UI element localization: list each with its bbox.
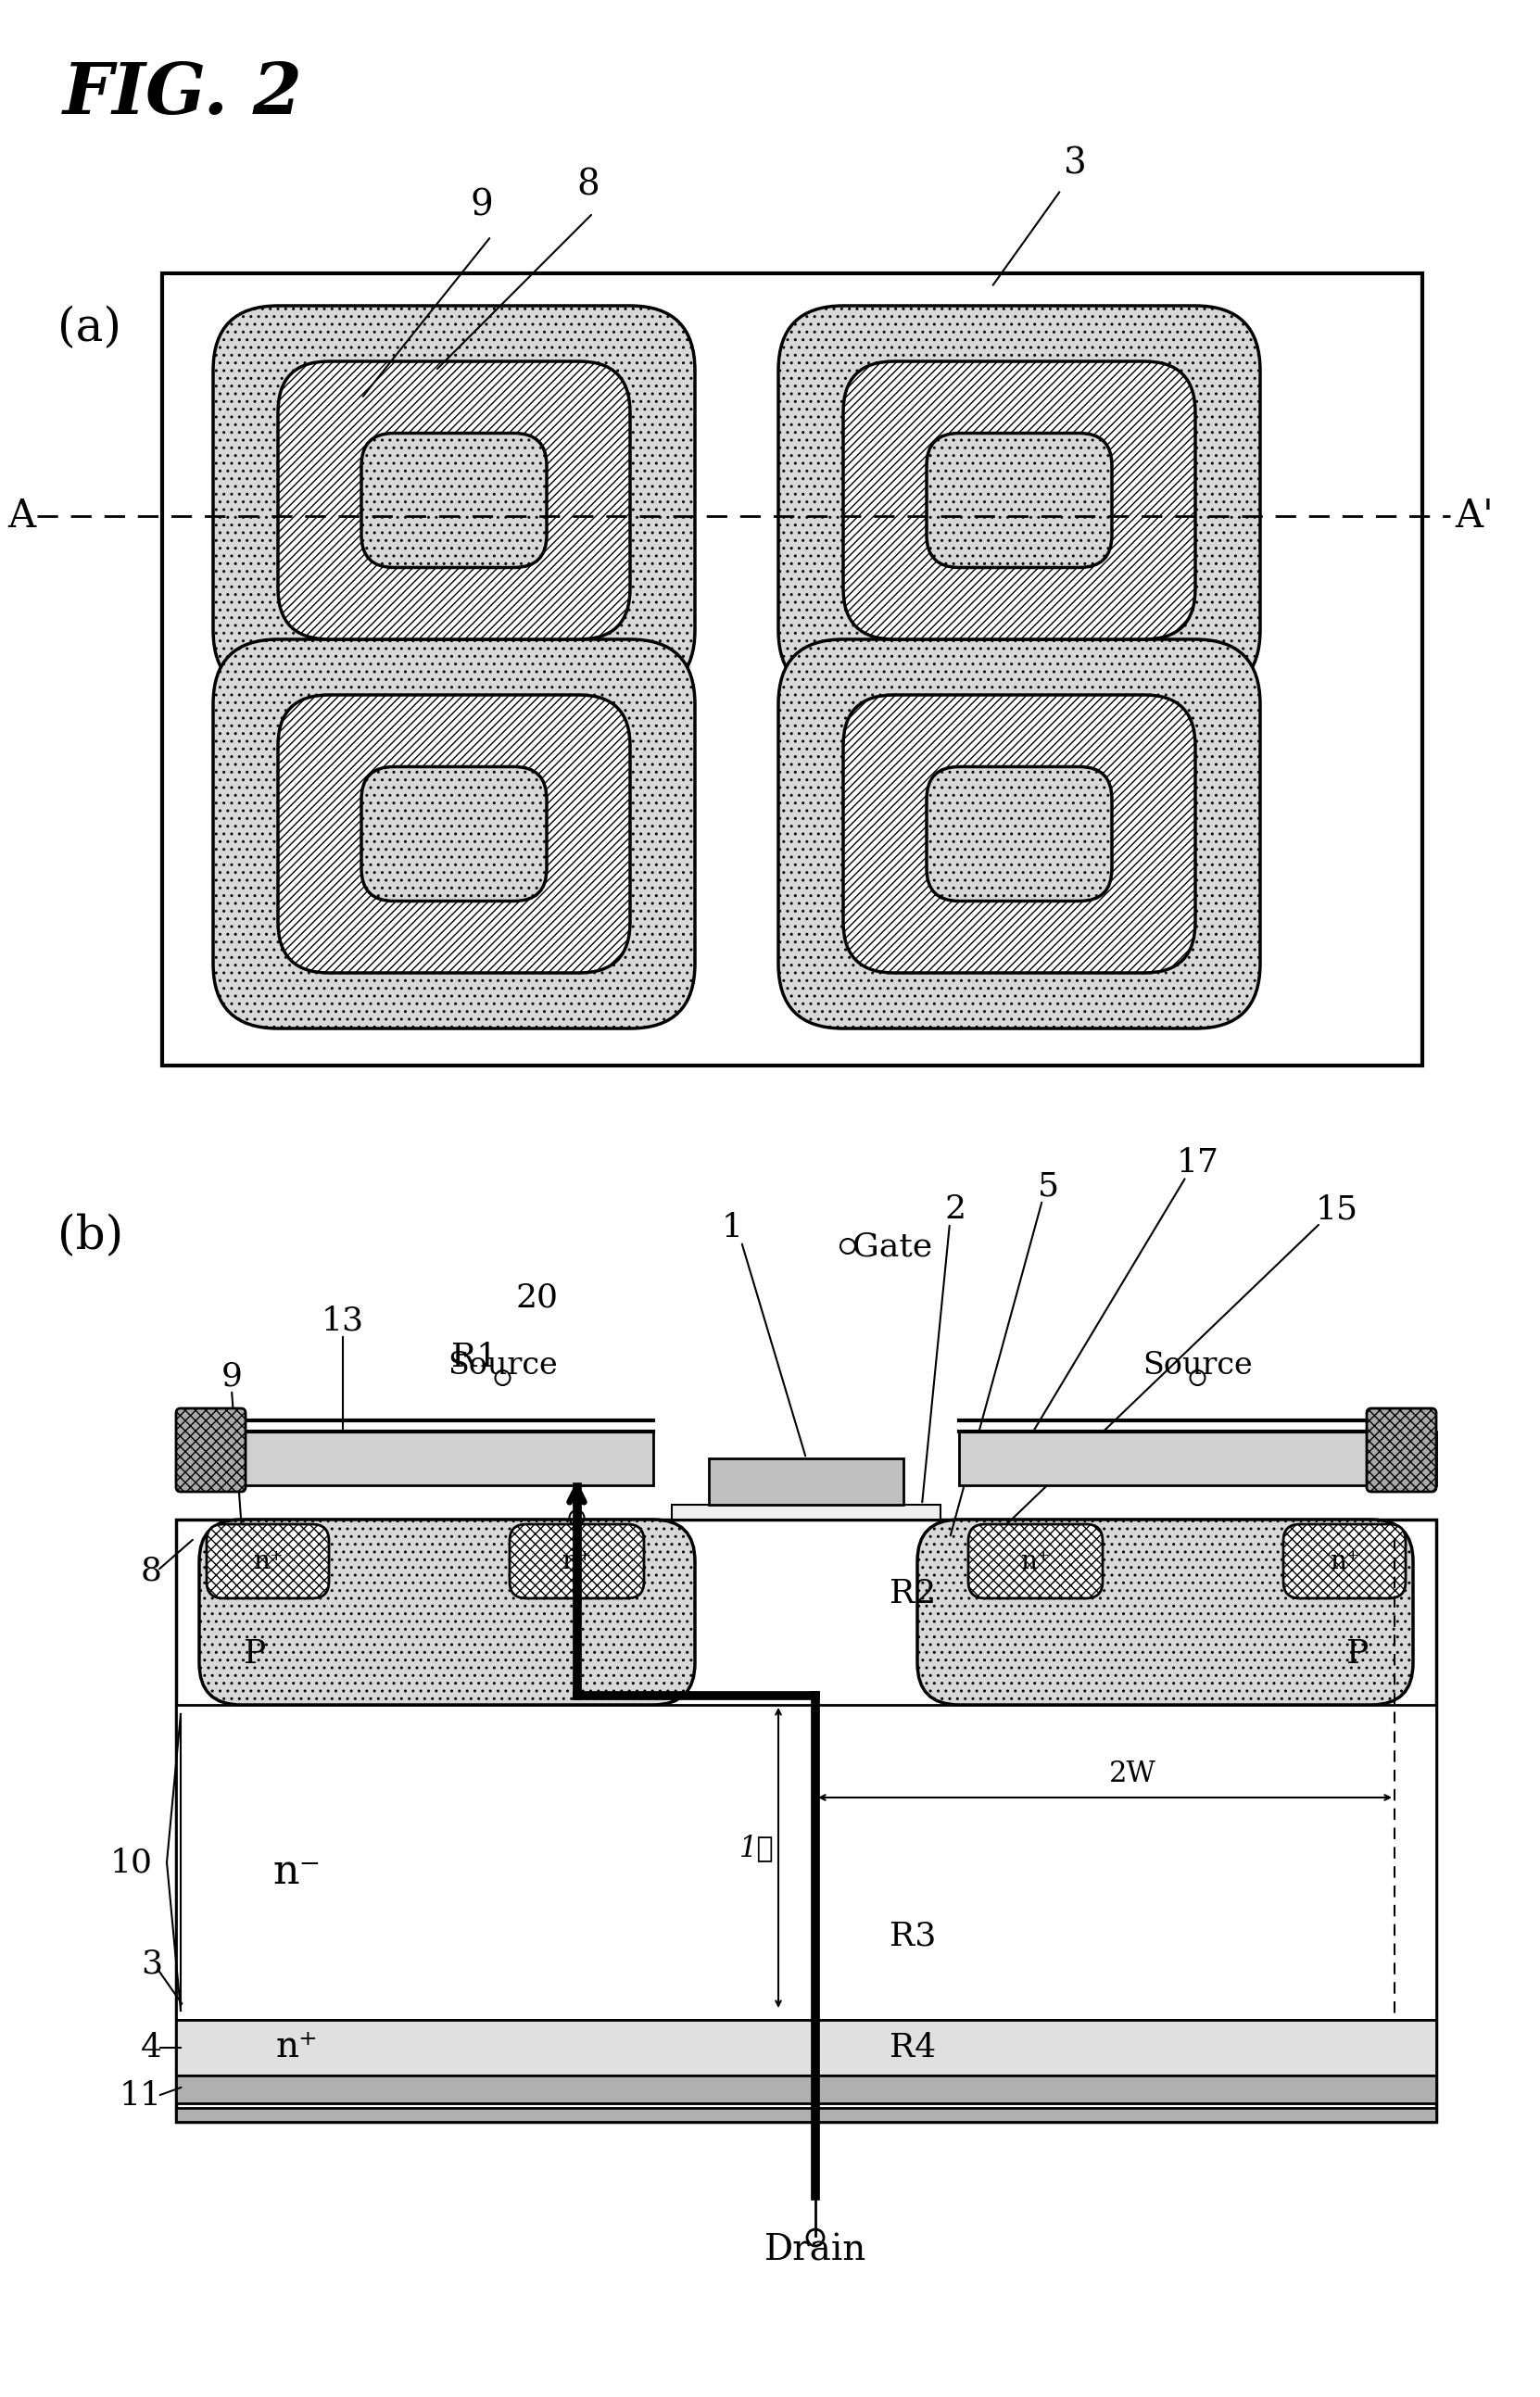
Text: n⁺: n⁺ bbox=[1329, 1548, 1360, 1575]
Text: 20: 20 bbox=[516, 1282, 559, 1314]
FancyBboxPatch shape bbox=[176, 1409, 245, 1491]
Text: 17: 17 bbox=[1177, 1148, 1220, 1179]
Text: A: A bbox=[8, 496, 35, 535]
Bar bbox=[959, 1431, 1437, 1486]
Text: n⁺: n⁺ bbox=[562, 1548, 591, 1575]
FancyBboxPatch shape bbox=[844, 362, 1195, 640]
Text: Drain: Drain bbox=[764, 2234, 867, 2268]
Text: n⁺: n⁺ bbox=[276, 2030, 317, 2064]
Text: n⁺: n⁺ bbox=[253, 1548, 283, 1575]
Text: R4: R4 bbox=[890, 2033, 936, 2064]
Text: R3: R3 bbox=[890, 1920, 936, 1951]
FancyBboxPatch shape bbox=[927, 767, 1112, 901]
FancyBboxPatch shape bbox=[213, 307, 695, 695]
Text: Source: Source bbox=[448, 1352, 557, 1381]
Bar bbox=[176, 2076, 1437, 2102]
Bar bbox=[162, 273, 1423, 1067]
FancyBboxPatch shape bbox=[1366, 1409, 1437, 1491]
Text: 1ℓ: 1ℓ bbox=[739, 1834, 773, 1862]
Bar bbox=[176, 1704, 1437, 2021]
Text: FIG. 2: FIG. 2 bbox=[63, 60, 303, 129]
Text: 2W: 2W bbox=[1109, 1759, 1157, 1788]
Text: R2: R2 bbox=[890, 1577, 936, 1608]
FancyBboxPatch shape bbox=[362, 434, 547, 568]
Text: 8: 8 bbox=[140, 1556, 162, 1587]
FancyBboxPatch shape bbox=[927, 434, 1112, 568]
Bar bbox=[176, 1431, 653, 1486]
FancyBboxPatch shape bbox=[279, 362, 630, 640]
FancyBboxPatch shape bbox=[918, 1520, 1414, 1704]
FancyBboxPatch shape bbox=[844, 695, 1195, 973]
FancyBboxPatch shape bbox=[1283, 1524, 1406, 1599]
Bar bbox=[176, 1520, 1437, 2121]
Text: 3: 3 bbox=[1064, 146, 1086, 180]
Text: P: P bbox=[1346, 1637, 1369, 1671]
Text: A': A' bbox=[1455, 496, 1494, 535]
Text: 5: 5 bbox=[1038, 1170, 1060, 1201]
Bar bbox=[176, 2107, 1437, 2121]
Text: (a): (a) bbox=[57, 307, 122, 352]
Text: 8: 8 bbox=[578, 168, 601, 201]
Text: R1: R1 bbox=[451, 1342, 497, 1373]
Text: 3: 3 bbox=[140, 1949, 162, 1980]
Text: 10: 10 bbox=[111, 1846, 152, 1879]
Bar bbox=[671, 1505, 941, 1520]
Text: (b): (b) bbox=[57, 1213, 123, 1258]
FancyBboxPatch shape bbox=[778, 307, 1260, 695]
Text: 11: 11 bbox=[120, 2081, 162, 2112]
FancyBboxPatch shape bbox=[213, 640, 695, 1028]
Bar bbox=[708, 1457, 904, 1505]
Text: 13: 13 bbox=[322, 1304, 363, 1335]
Text: 4: 4 bbox=[140, 2033, 162, 2064]
Text: 9: 9 bbox=[470, 187, 493, 223]
Text: 2: 2 bbox=[946, 1194, 967, 1225]
Text: n⁺: n⁺ bbox=[1021, 1548, 1050, 1575]
Text: P: P bbox=[243, 1637, 266, 1671]
Bar bbox=[176, 2021, 1437, 2076]
Text: 1: 1 bbox=[721, 1213, 742, 1244]
Text: 9: 9 bbox=[222, 1359, 242, 1393]
Text: Source: Source bbox=[1143, 1352, 1252, 1381]
FancyBboxPatch shape bbox=[510, 1524, 644, 1599]
Text: 15: 15 bbox=[1315, 1194, 1358, 1225]
FancyBboxPatch shape bbox=[206, 1524, 330, 1599]
FancyBboxPatch shape bbox=[969, 1524, 1103, 1599]
FancyBboxPatch shape bbox=[778, 640, 1260, 1028]
FancyBboxPatch shape bbox=[199, 1520, 695, 1704]
FancyBboxPatch shape bbox=[279, 695, 630, 973]
Text: n⁻: n⁻ bbox=[273, 1850, 320, 1891]
FancyBboxPatch shape bbox=[362, 767, 547, 901]
Text: Gate: Gate bbox=[853, 1230, 932, 1261]
